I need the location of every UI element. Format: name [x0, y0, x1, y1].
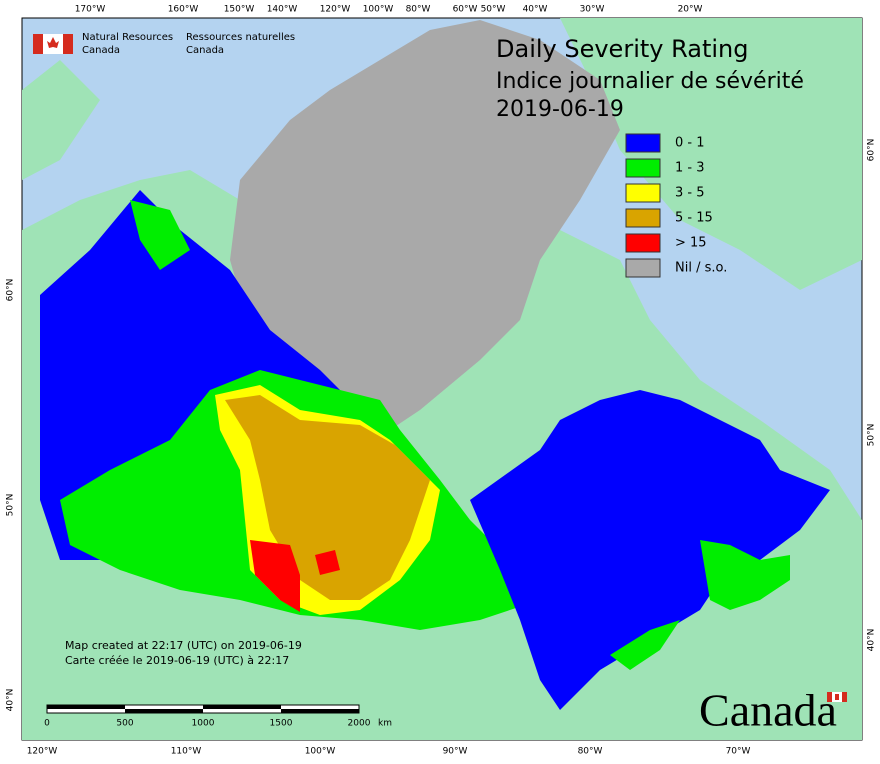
- lon-label: 20°W: [678, 5, 703, 15]
- agency-en: Canada: [82, 45, 120, 56]
- legend-label: 0 - 1: [675, 136, 705, 151]
- lon-label: 90°W: [443, 747, 468, 757]
- lon-label: 70°W: [726, 747, 751, 757]
- agency-en: Natural Resources: [82, 32, 173, 43]
- legend-swatch: [625, 183, 661, 203]
- scale-label: 1500: [270, 719, 293, 729]
- lon-label: 120°W: [27, 747, 58, 757]
- scale-labels: 0 500 1000 1500 2000 km: [44, 719, 392, 729]
- legend-label: Nil / s.o.: [675, 261, 727, 276]
- scale-label: 0: [44, 719, 50, 729]
- scale-label: 1000: [192, 719, 215, 729]
- footer-note: Carte créée le 2019-06-19 (UTC) à 22:17: [65, 654, 289, 667]
- lon-label: 50°W: [481, 5, 506, 15]
- lon-label: 140°W: [267, 5, 298, 15]
- scale-label: 500: [116, 719, 133, 729]
- agency-fr: Ressources naturelles: [186, 32, 295, 43]
- legend-swatch: [625, 258, 661, 278]
- lon-label: 60°W: [453, 5, 478, 15]
- lon-label: 100°W: [305, 747, 336, 757]
- title-date: 2019-06-19: [496, 97, 624, 122]
- title: Daily Severity Rating: [496, 35, 748, 63]
- legend-label: 5 - 15: [675, 211, 713, 226]
- lon-label: 100°W: [363, 5, 394, 15]
- lon-label: 30°W: [580, 5, 605, 15]
- lon-label: 40°W: [523, 5, 548, 15]
- map-land: [22, 18, 862, 740]
- lon-label: 170°W: [75, 5, 106, 15]
- graticule-labels: 170°W 160°W 150°W 140°W 120°W 100°W 80°W 60°W 50…: [6, 5, 877, 757]
- canada-flag: [33, 34, 73, 54]
- wordmark-flag: [827, 692, 847, 702]
- legend-label: > 15: [675, 236, 707, 251]
- legend-swatch: [625, 158, 661, 178]
- lon-label: 160°W: [168, 5, 199, 15]
- scale-unit: km: [378, 719, 392, 729]
- lon-label: 80°W: [578, 747, 603, 757]
- lon-label: 80°W: [406, 5, 431, 15]
- legend-label: 3 - 5: [675, 186, 705, 201]
- lat-label: 50°N: [867, 424, 877, 447]
- legend: 0 - 1 1 - 3 3 - 5 5 - 15 > 15 Nil / s.o.: [625, 133, 727, 278]
- legend-label: 1 - 3: [675, 161, 705, 176]
- legend-swatch: [625, 208, 661, 228]
- lat-label: 60°N: [867, 139, 877, 162]
- title: Indice journalier de sévérité: [496, 69, 804, 94]
- legend-swatch: [625, 233, 661, 253]
- lat-label: 50°N: [6, 494, 16, 517]
- lat-label: 40°N: [867, 629, 877, 652]
- footer-note: Map created at 22:17 (UTC) on 2019-06-19: [65, 639, 302, 652]
- scale-bar: [46, 704, 360, 714]
- legend-swatch: [625, 133, 661, 153]
- lat-label: 60°N: [6, 279, 16, 302]
- lon-label: 150°W: [224, 5, 255, 15]
- agency-fr: Canada: [186, 45, 224, 56]
- lon-label: 110°W: [171, 747, 202, 757]
- lon-label: 120°W: [320, 5, 351, 15]
- scale-label: 2000: [348, 719, 371, 729]
- lat-label: 40°N: [6, 689, 16, 712]
- wordmark: Canada: [699, 685, 837, 736]
